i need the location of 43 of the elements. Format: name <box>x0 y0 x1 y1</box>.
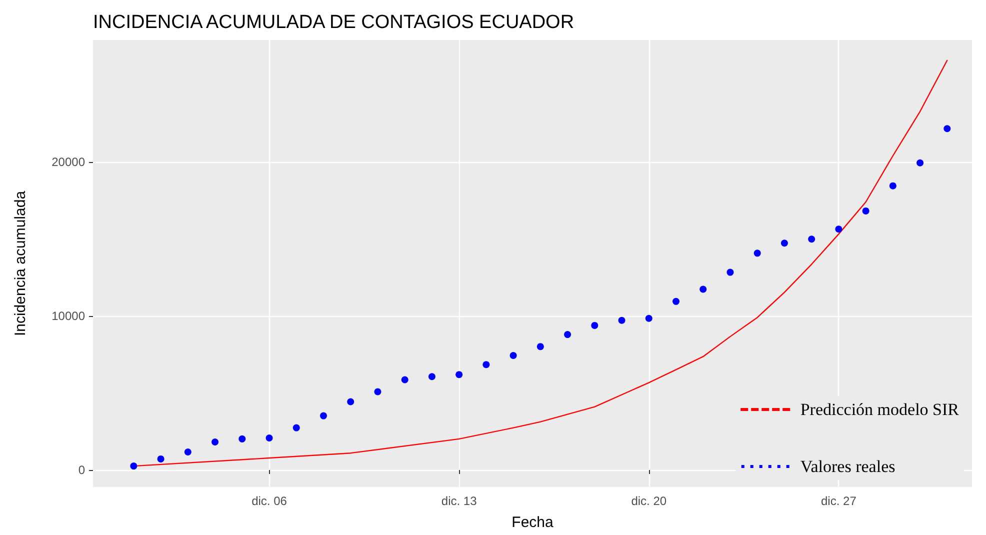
legend-label: Predicción modelo SIR <box>800 400 960 419</box>
point <box>482 361 490 368</box>
point <box>564 331 572 338</box>
point <box>536 343 544 350</box>
point <box>401 376 408 384</box>
point <box>266 434 273 442</box>
chart-title: INCIDENCIA ACUMULADA DE CONTAGIOS ECUADOR <box>93 12 574 33</box>
point <box>672 298 680 305</box>
point <box>591 322 598 329</box>
point <box>130 462 138 470</box>
point <box>645 314 652 322</box>
y-tick-label: 10000 <box>52 308 86 323</box>
point <box>618 316 626 324</box>
point <box>754 250 761 257</box>
point <box>916 159 924 166</box>
point <box>808 236 816 243</box>
point <box>889 182 896 190</box>
x-tick-label: dic. 27 <box>821 494 857 508</box>
point <box>157 455 164 462</box>
y-tick-label: 0 <box>78 463 86 478</box>
point <box>374 388 382 396</box>
point <box>780 240 788 247</box>
point <box>212 438 219 446</box>
x-tick-label: dic. 06 <box>252 494 288 508</box>
point <box>428 373 436 380</box>
point <box>347 398 354 406</box>
point <box>944 125 951 132</box>
point <box>456 371 463 378</box>
y-axis-title: Incidencia acumulada <box>12 190 29 336</box>
point <box>835 226 842 233</box>
point <box>700 286 707 293</box>
point <box>184 448 192 456</box>
x-tick-label: dic. 13 <box>441 494 478 508</box>
x-axis-title: Fecha <box>512 514 554 531</box>
legend-label: Valores reales <box>800 457 896 476</box>
x-tick-label: dic. 20 <box>631 494 667 508</box>
point <box>320 412 327 420</box>
y-tick-label: 20000 <box>52 154 86 169</box>
point <box>510 352 517 360</box>
point <box>862 207 870 214</box>
point <box>726 268 734 276</box>
point <box>238 435 246 442</box>
point <box>292 424 300 432</box>
